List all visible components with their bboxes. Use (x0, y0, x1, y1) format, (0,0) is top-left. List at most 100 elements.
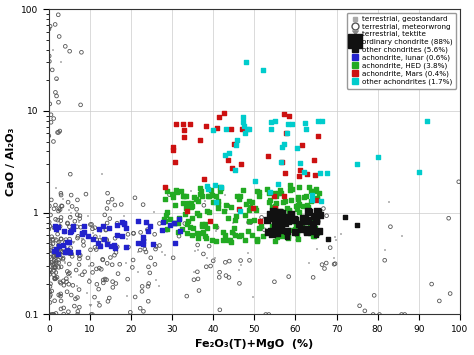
Point (264, 229, 272, 235)
Point (291, 229, 298, 234)
Point (306, 230, 314, 236)
Point (71, 303, 78, 309)
Point (78, 237, 85, 243)
Point (214, 198, 222, 204)
Point (332, 237, 339, 242)
Point (54, 231, 62, 237)
Point (312, 218, 319, 224)
Point (71, 218, 79, 224)
Point (295, 201, 303, 207)
Point (381, 247, 388, 252)
Point (271, 229, 279, 235)
Point (305, 184, 312, 190)
Point (299, 224, 306, 229)
Point (145, 228, 152, 234)
Point (279, 219, 286, 224)
Point (312, 218, 319, 224)
Point (57, 264, 65, 270)
Point (246, 126, 253, 132)
Point (53, 260, 60, 266)
Point (221, 232, 229, 238)
Point (310, 157, 318, 163)
Y-axis label: CaO / Al₂O₃: CaO / Al₂O₃ (6, 127, 16, 196)
Point (307, 225, 315, 231)
Point (47, 119, 55, 125)
Point (60, 282, 68, 288)
Point (58, 203, 65, 209)
Point (294, 202, 302, 208)
Point (245, 218, 253, 224)
Point (65, 270, 73, 276)
Point (186, 224, 194, 230)
Point (52, 311, 60, 316)
Point (265, 312, 273, 317)
Point (46, 260, 53, 266)
Point (177, 188, 184, 193)
Point (51, 246, 58, 252)
Point (75, 253, 83, 259)
Point (138, 284, 146, 289)
Point (118, 219, 126, 225)
Point (46, 300, 54, 305)
Point (65, 207, 73, 213)
Point (277, 213, 284, 219)
Point (66, 214, 74, 220)
Point (68, 253, 76, 259)
Point (131, 195, 139, 201)
Point (74, 308, 82, 314)
Point (209, 127, 217, 133)
Point (59, 249, 66, 255)
Point (242, 59, 250, 65)
Point (80, 223, 88, 229)
Point (186, 121, 193, 127)
Point (202, 235, 210, 241)
Point (221, 260, 229, 265)
Point (244, 229, 252, 234)
Point (288, 121, 296, 127)
Point (232, 213, 240, 218)
Point (70, 240, 77, 246)
Point (57, 255, 64, 260)
Point (300, 203, 307, 209)
Point (45, 258, 53, 264)
Point (245, 198, 253, 203)
Point (170, 219, 177, 225)
Point (245, 207, 253, 213)
Point (283, 228, 291, 234)
Point (53, 76, 60, 82)
Point (56, 128, 64, 134)
Point (66, 48, 73, 54)
Point (142, 237, 150, 243)
Point (120, 222, 128, 227)
Point (193, 269, 201, 275)
Point (337, 232, 344, 237)
Point (56, 251, 64, 257)
Point (292, 203, 300, 209)
Point (54, 246, 62, 252)
Point (122, 225, 129, 231)
Point (56, 279, 64, 285)
Point (161, 216, 168, 222)
Point (48, 234, 55, 240)
Point (181, 221, 189, 226)
Point (297, 168, 304, 173)
Point (222, 273, 230, 278)
Point (274, 218, 282, 224)
Point (99, 257, 106, 262)
Point (224, 203, 232, 208)
Point (45, 248, 53, 254)
Point (105, 225, 113, 231)
Point (73, 251, 81, 256)
Point (66, 224, 73, 230)
Point (283, 234, 291, 240)
Point (292, 217, 300, 222)
Point (52, 202, 59, 208)
Point (54, 251, 62, 257)
Point (142, 249, 150, 255)
Point (196, 185, 204, 190)
Point (281, 198, 289, 204)
Point (295, 221, 303, 226)
Point (159, 219, 167, 225)
Point (323, 213, 330, 219)
Point (92, 247, 100, 252)
